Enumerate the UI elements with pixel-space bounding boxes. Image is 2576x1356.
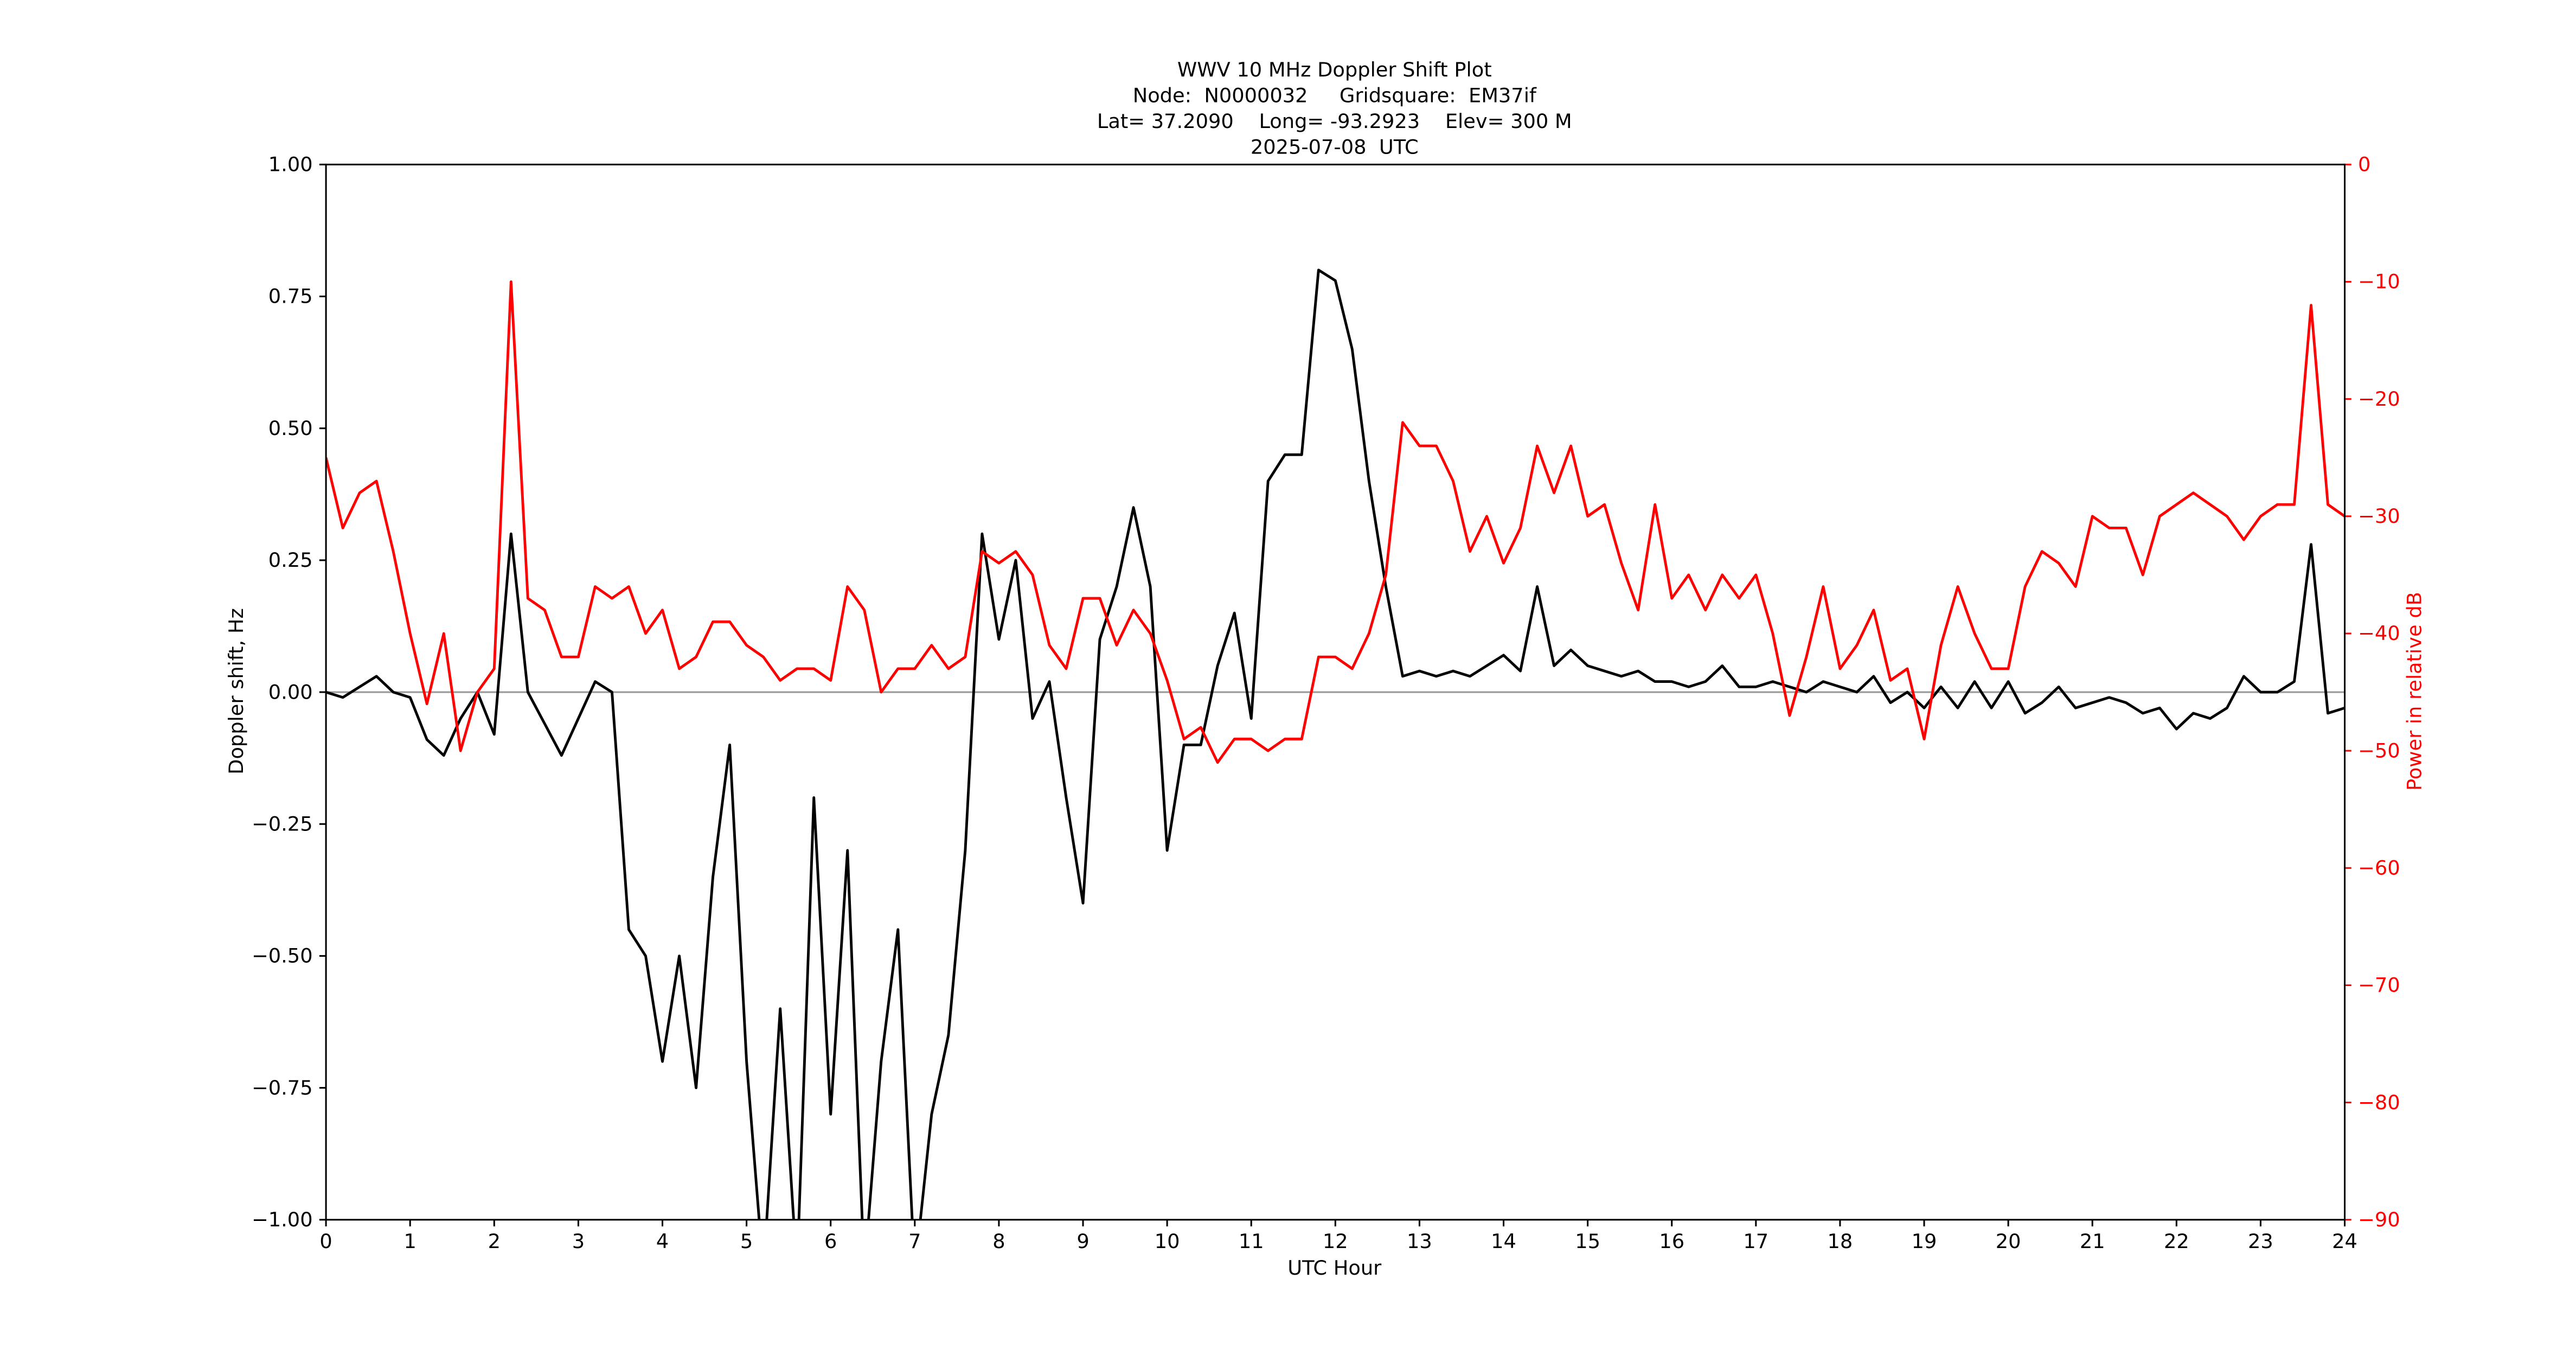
y-tick-label: 0.75 <box>268 285 313 308</box>
y-tick-label: −1.00 <box>252 1208 313 1231</box>
y-tick-label: −0.75 <box>252 1076 313 1099</box>
x-tick-label: 21 <box>2080 1230 2105 1253</box>
x-tick-label: 10 <box>1155 1230 1180 1253</box>
x-tick-label: 17 <box>1743 1230 1768 1253</box>
chart-title: Node: N0000032 Gridsquare: EM37if <box>1133 84 1537 107</box>
x-tick-label: 15 <box>1575 1230 1600 1253</box>
y2-tick-label: −40 <box>2358 622 2400 645</box>
y-tick-label: 0.50 <box>268 417 313 440</box>
x-tick-label: 11 <box>1239 1230 1264 1253</box>
x-tick-label: 0 <box>319 1230 332 1253</box>
x-tick-label: 8 <box>992 1230 1005 1253</box>
x-tick-label: 18 <box>1828 1230 1853 1253</box>
y-tick-label: 1.00 <box>268 153 313 176</box>
y-tick-label: 0.25 <box>268 548 313 572</box>
y2-tick-label: −30 <box>2358 504 2400 528</box>
chart-title: Lat= 37.2090 Long= -93.2923 Elev= 300 M <box>1097 110 1572 133</box>
x-tick-label: 19 <box>1912 1230 1937 1253</box>
y-tick-label: −0.50 <box>252 944 313 968</box>
plot-area <box>326 268 2345 1220</box>
x-tick-label: 7 <box>908 1230 921 1253</box>
x-tick-label: 12 <box>1323 1230 1348 1253</box>
title: WWV 10 MHz Doppler Shift Plot Node: N0000… <box>1097 58 1572 158</box>
x-tick-label: 20 <box>1996 1230 2021 1253</box>
x-tick-label: 14 <box>1491 1230 1516 1253</box>
y2-tick-label: −80 <box>2358 1091 2400 1114</box>
y-tick-label: 0.00 <box>268 680 313 703</box>
line-series <box>326 268 2345 1220</box>
y2-tick-label: 0 <box>2358 153 2370 176</box>
x-tick-label: 13 <box>1407 1230 1432 1253</box>
chart-title: WWV 10 MHz Doppler Shift Plot <box>1177 58 1492 81</box>
plot-frame <box>325 163 2346 1221</box>
x-tick-label: 1 <box>404 1230 416 1253</box>
y2-tick-label: −10 <box>2358 270 2400 293</box>
x-tick-label: 22 <box>2164 1230 2189 1253</box>
y-axis-label: Doppler shift, Hz <box>225 608 248 775</box>
y2-tick-label: −50 <box>2358 739 2400 762</box>
x-tick-label: 5 <box>740 1230 753 1253</box>
x-tick-label: 3 <box>572 1230 585 1253</box>
x-tick-label: 6 <box>824 1230 837 1253</box>
x-tick-label: 2 <box>488 1230 501 1253</box>
x-tick-label: 9 <box>1076 1230 1089 1253</box>
y2-tick-label: −20 <box>2358 387 2400 411</box>
x-tick-label: 24 <box>2332 1230 2357 1253</box>
y-tick-label: −0.25 <box>252 812 313 835</box>
x-tick-label: 4 <box>656 1230 669 1253</box>
x-axis-label: UTC Hour <box>1287 1256 1382 1280</box>
y2-tick-label: −90 <box>2358 1208 2400 1231</box>
x-tick-label: 16 <box>1659 1230 1684 1253</box>
x-tick-label: 23 <box>2248 1230 2273 1253</box>
y2-tick-label: −70 <box>2358 974 2400 997</box>
y2-axis-label: Power in relative dB <box>2402 592 2426 791</box>
y2-tick-label: −60 <box>2358 856 2400 880</box>
chart-title: 2025-07-08 UTC <box>1251 135 1419 158</box>
line-series <box>326 280 2345 764</box>
